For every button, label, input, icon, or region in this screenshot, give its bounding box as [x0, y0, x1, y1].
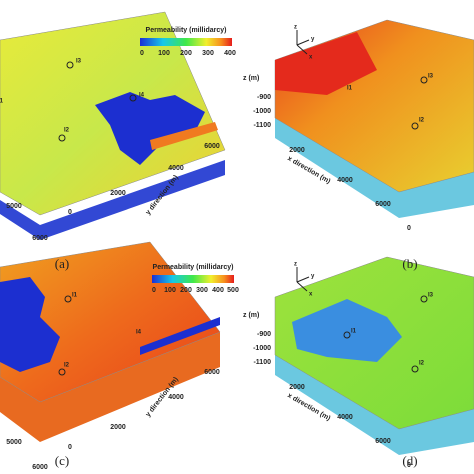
axis-tick: 6000 — [32, 464, 48, 471]
panel-b: z y x z (m) -900 -1000 -1100 I3 I1 I2 x … — [243, 19, 474, 232]
side-face — [275, 118, 474, 218]
axis-tick: 5000 — [6, 439, 22, 446]
well-label: I3 — [428, 74, 434, 80]
side-face — [275, 355, 474, 455]
axis-tick: 0 — [407, 462, 411, 469]
z-title: z (m) — [243, 75, 259, 82]
colorbar-tick: 200 — [180, 287, 192, 294]
axis-tick: 0 — [68, 444, 72, 451]
triad-label: y — [311, 274, 315, 280]
side-face — [0, 332, 220, 442]
region — [140, 317, 220, 355]
colorbar-tick: 100 — [164, 287, 176, 294]
colorbar-tick: 400 — [212, 287, 224, 294]
well-label: I3 — [428, 293, 434, 299]
triad-label: z — [294, 262, 297, 268]
axis-tick: 6000 — [204, 369, 220, 376]
axis-tick: 0 — [68, 209, 72, 216]
colorbar-tick: 500 — [227, 287, 239, 294]
triad-label: x — [309, 292, 313, 298]
z-title: z (m) — [243, 312, 259, 319]
triad-axis — [296, 39, 310, 46]
triad-label: z — [294, 25, 297, 31]
well — [66, 61, 74, 69]
side-face — [0, 160, 225, 240]
well-label: I2 — [419, 118, 425, 124]
region — [275, 32, 377, 95]
well — [420, 295, 428, 303]
well — [64, 295, 72, 303]
well-label: I1 — [351, 329, 357, 335]
panel-label: (d) — [402, 453, 417, 468]
well — [58, 368, 66, 376]
z-tick: -900 — [257, 331, 271, 338]
well — [58, 134, 66, 142]
well-label: I2 — [64, 363, 70, 369]
region — [95, 92, 205, 165]
z-tick: -1100 — [253, 122, 271, 129]
axis-tick: 6000 — [375, 438, 391, 445]
colorbar-tick: 300 — [196, 287, 208, 294]
well-label: I4 — [139, 93, 145, 99]
z-tick: -1100 — [253, 359, 271, 366]
axis-tick: 0 — [407, 225, 411, 232]
region — [0, 277, 60, 372]
z-tick: -900 — [257, 94, 271, 101]
triad-axis — [296, 276, 310, 283]
panel-d: z y x z (m) -900 -1000 -1100 I1 I3 I2 x … — [243, 256, 474, 469]
triad-label: x — [309, 55, 313, 61]
well-label: I2 — [64, 128, 70, 134]
colorbar-tick: 0 — [140, 50, 144, 57]
triad-axis — [296, 44, 308, 55]
colorbar-tick: 0 — [152, 287, 156, 294]
triad-axis — [296, 281, 308, 292]
panel-label: (c) — [55, 453, 69, 468]
colorbar — [152, 275, 234, 283]
well — [411, 365, 419, 373]
triad-label: y — [311, 37, 315, 43]
panel-a: Permeability (millidarcy) 0 100 200 300 … — [0, 11, 236, 242]
well-label: I1 — [0, 99, 4, 105]
axis-tick: 2000 — [110, 424, 126, 431]
colorbar — [140, 38, 232, 46]
well — [343, 331, 351, 339]
axis-tick: 4000 — [337, 177, 353, 184]
axis-tick: 6000 — [375, 201, 391, 208]
axis-tick: 6000 — [204, 143, 220, 150]
axis-tick: 5000 — [6, 203, 22, 210]
colorbar-title: Permeability (millidarcy) — [153, 264, 234, 271]
region — [150, 122, 218, 150]
colorbar-tick: 300 — [202, 50, 214, 57]
axis-tick: 4000 — [168, 165, 184, 172]
colorbar-tick: 400 — [224, 50, 236, 57]
well-label: I1 — [347, 86, 353, 92]
panel-label: (b) — [402, 256, 417, 271]
axis-tick: 4000 — [168, 394, 184, 401]
axis-tick: 2000 — [110, 190, 126, 197]
well — [420, 76, 428, 84]
colorbar-tick: 200 — [180, 50, 192, 57]
well — [411, 122, 419, 130]
panel-label: (a) — [55, 256, 69, 271]
colorbar-tick: 100 — [158, 50, 170, 57]
well-label: I4 — [136, 330, 142, 336]
panel-c: Permeability (millidarcy) 0 100 200 300 … — [0, 241, 239, 471]
axis-tick: 4000 — [337, 414, 353, 421]
well-label: I2 — [419, 361, 425, 367]
well-label: I1 — [72, 293, 78, 299]
well — [129, 94, 137, 102]
axis-tick: 6000 — [32, 235, 48, 242]
z-tick: -1000 — [253, 108, 271, 115]
region — [292, 299, 402, 362]
z-tick: -1000 — [253, 345, 271, 352]
well-label: I3 — [76, 59, 82, 65]
axis-tick: 2000 — [289, 384, 305, 391]
colorbar-title: Permeability (millidarcy) — [146, 27, 227, 34]
axis-tick: 2000 — [289, 147, 305, 154]
